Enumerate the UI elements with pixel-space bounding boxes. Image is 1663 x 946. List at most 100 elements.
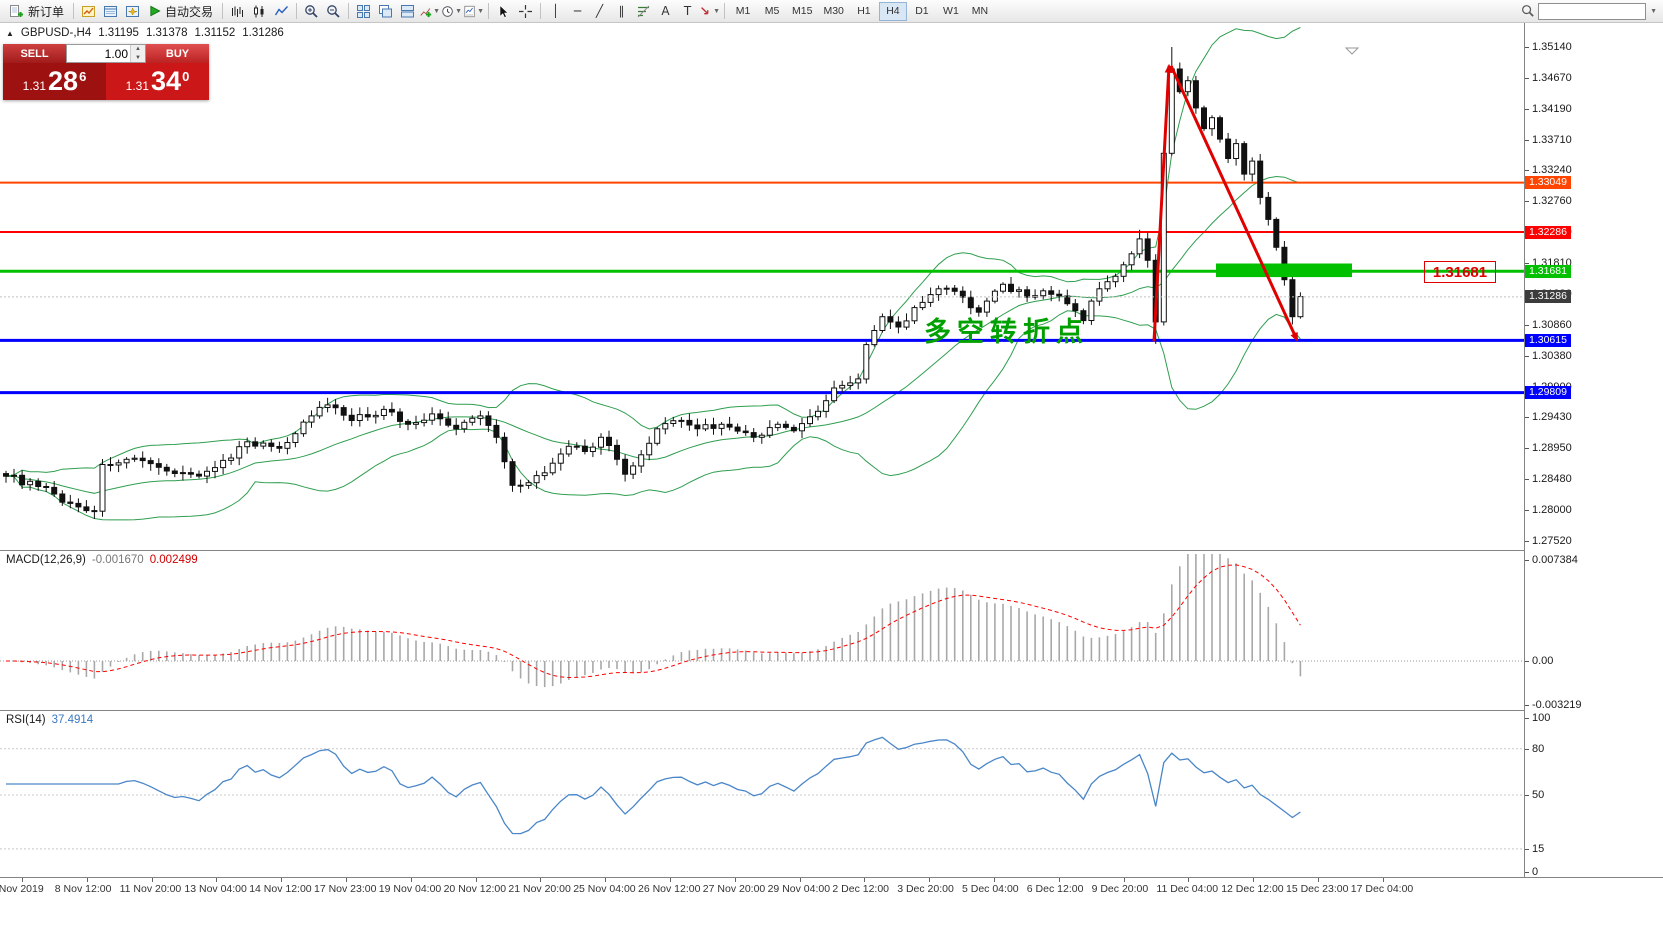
- zoom-out-button[interactable]: [323, 1, 344, 21]
- horizontal-line-button[interactable]: ─: [567, 1, 588, 21]
- tile-windows-button[interactable]: [353, 1, 374, 21]
- buy-price-pips: 34: [151, 66, 182, 96]
- data-window-button[interactable]: [100, 1, 121, 21]
- search-icon: [1522, 5, 1534, 17]
- periods-button[interactable]: ▼: [441, 1, 462, 21]
- price-tick-label: 1.29430: [1532, 411, 1572, 424]
- price-scale-tick: [1525, 170, 1529, 172]
- price-tick-label: 1.34670: [1532, 71, 1572, 84]
- dropdown-caret-icon[interactable]: ▼: [455, 7, 463, 15]
- timeframe-w1-button[interactable]: W1: [943, 5, 959, 17]
- buy-price-button[interactable]: 1.31 34 0: [106, 63, 209, 100]
- fibonacci-button[interactable]: [633, 1, 654, 21]
- bollinger-middle-band: [5, 175, 1301, 494]
- dropdown-caret-icon[interactable]: ▼: [433, 7, 441, 15]
- rsi-scale-tick: [1525, 718, 1529, 719]
- time-tick-label: 11 Nov 20:00: [119, 883, 182, 895]
- indicators-button[interactable]: ▼: [419, 1, 440, 21]
- channel-button[interactable]: ∥: [611, 1, 632, 21]
- bollinger-upper-band: [5, 27, 1301, 477]
- price-scale-tick: [1525, 201, 1529, 203]
- rsi-tick-label: 50: [1532, 789, 1545, 801]
- symbol-search-input[interactable]: [1538, 2, 1647, 20]
- data-window-icon: [104, 5, 118, 17]
- macd-pane[interactable]: [0, 551, 1524, 710]
- macd-histogram: [13, 554, 1302, 688]
- timeframe-m30-button[interactable]: M30: [823, 5, 844, 17]
- pane-splitter[interactable]: [0, 550, 1663, 551]
- search-dropdown-caret-icon[interactable]: ▼: [1650, 7, 1657, 15]
- candles: [3, 47, 1304, 519]
- text-label-button[interactable]: T: [677, 1, 698, 21]
- price-tick-label: 1.33240: [1532, 164, 1572, 177]
- price-tag-1.31681: 1.31681: [1525, 264, 1571, 278]
- price-tick-label: 1.30380: [1532, 349, 1572, 362]
- candlestick-chart-button[interactable]: [249, 1, 270, 21]
- price-scale[interactable]: 1.35140 1.34670 1.34190 1.33710 1.33240 1.327…: [1524, 23, 1663, 878]
- current-price-tag: 1.31286: [1525, 290, 1571, 304]
- price-tick-label: 1.28950: [1532, 442, 1572, 455]
- price-chart-pane[interactable]: [0, 23, 1524, 550]
- dropdown-caret-icon[interactable]: ▼: [477, 7, 485, 15]
- zoom-in-button[interactable]: [301, 1, 322, 21]
- dropdown-caret-icon[interactable]: ▼: [713, 7, 721, 15]
- timeframe-m15-button[interactable]: M15: [792, 5, 813, 17]
- sell-price-button[interactable]: 1.31 28 6: [3, 63, 106, 100]
- rsi-pane[interactable]: [0, 711, 1524, 877]
- chart-shift-marker[interactable]: [1344, 47, 1360, 55]
- vertical-line-icon: │: [551, 4, 560, 18]
- buy-button[interactable]: BUY: [146, 44, 209, 63]
- trendline-button[interactable]: ╱: [589, 1, 610, 21]
- arrange-windows-button[interactable]: [397, 1, 418, 21]
- price-annotation-label[interactable]: 1.31681: [1424, 261, 1496, 283]
- bars-icon: [232, 6, 244, 17]
- highlight-rectangle[interactable]: [1216, 263, 1352, 278]
- trend-arrow-1[interactable]: [1152, 63, 1173, 342]
- autotrading-button[interactable]: 自动交易: [144, 1, 218, 21]
- time-axis-tick: [1318, 878, 1319, 882]
- macd-scale-tick: [1525, 560, 1529, 561]
- time-tick-label: 15 Dec 23:00: [1286, 883, 1349, 895]
- rsi-tick-label: 0: [1532, 866, 1539, 878]
- cascade-windows-button[interactable]: [375, 1, 396, 21]
- timeframe-d1-button[interactable]: D1: [915, 5, 929, 17]
- chart-annotation-text[interactable]: 多空转折点: [924, 317, 1089, 347]
- market-watch-button[interactable]: [78, 1, 99, 21]
- arrows-button[interactable]: ▼: [699, 1, 720, 21]
- pane-splitter[interactable]: [0, 710, 1663, 711]
- line-chart-button[interactable]: [271, 1, 292, 21]
- price-scale-tick: [1525, 541, 1529, 542]
- price-tick-label: 1.28000: [1532, 503, 1572, 516]
- one-click-toggle-icon[interactable]: ▲: [6, 28, 14, 38]
- text-button[interactable]: A: [655, 1, 676, 21]
- bar-chart-button[interactable]: [227, 1, 248, 21]
- time-axis-tick: [540, 878, 542, 882]
- time-tick-label: 29 Nov 04:00: [767, 883, 831, 895]
- time-axis-tick: [799, 878, 801, 882]
- timeframe-mn-button[interactable]: MN: [971, 5, 989, 17]
- timeframe-m5-button[interactable]: M5: [764, 5, 780, 17]
- timeframe-m1-button[interactable]: M1: [735, 5, 751, 17]
- crosshair-button[interactable]: [515, 1, 536, 21]
- rsi-tick-label: 80: [1532, 742, 1545, 755]
- cursor-button[interactable]: [493, 1, 514, 21]
- macd-signal-line: [6, 564, 1301, 679]
- timeframe-h1-button[interactable]: H1: [857, 5, 871, 17]
- volume-input[interactable]: [67, 45, 130, 62]
- timeframe-h4-button[interactable]: H4: [878, 1, 907, 21]
- vertical-line-button[interactable]: │: [545, 1, 566, 21]
- navigator-icon: [126, 5, 140, 17]
- navigator-button[interactable]: [122, 1, 143, 21]
- sell-button[interactable]: SELL: [3, 44, 66, 63]
- time-tick-label: 13 Nov 04:00: [184, 883, 247, 895]
- volume-increase-button[interactable]: ▲: [131, 45, 145, 54]
- chart-title: ▲ GBPUSD-,H4 1.31195 1.31378 1.31152 1.3…: [6, 27, 284, 39]
- new-order-button[interactable]: 新订单: [4, 1, 69, 21]
- toolbar-separator: [222, 3, 224, 19]
- templates-button[interactable]: ▼: [463, 1, 484, 21]
- price-tag-1.33049: 1.33049: [1525, 176, 1571, 190]
- macd-tick-label: 0.00: [1532, 655, 1554, 667]
- volume-decrease-button[interactable]: ▼: [131, 53, 145, 62]
- trend-arrow-2[interactable]: [1169, 65, 1299, 342]
